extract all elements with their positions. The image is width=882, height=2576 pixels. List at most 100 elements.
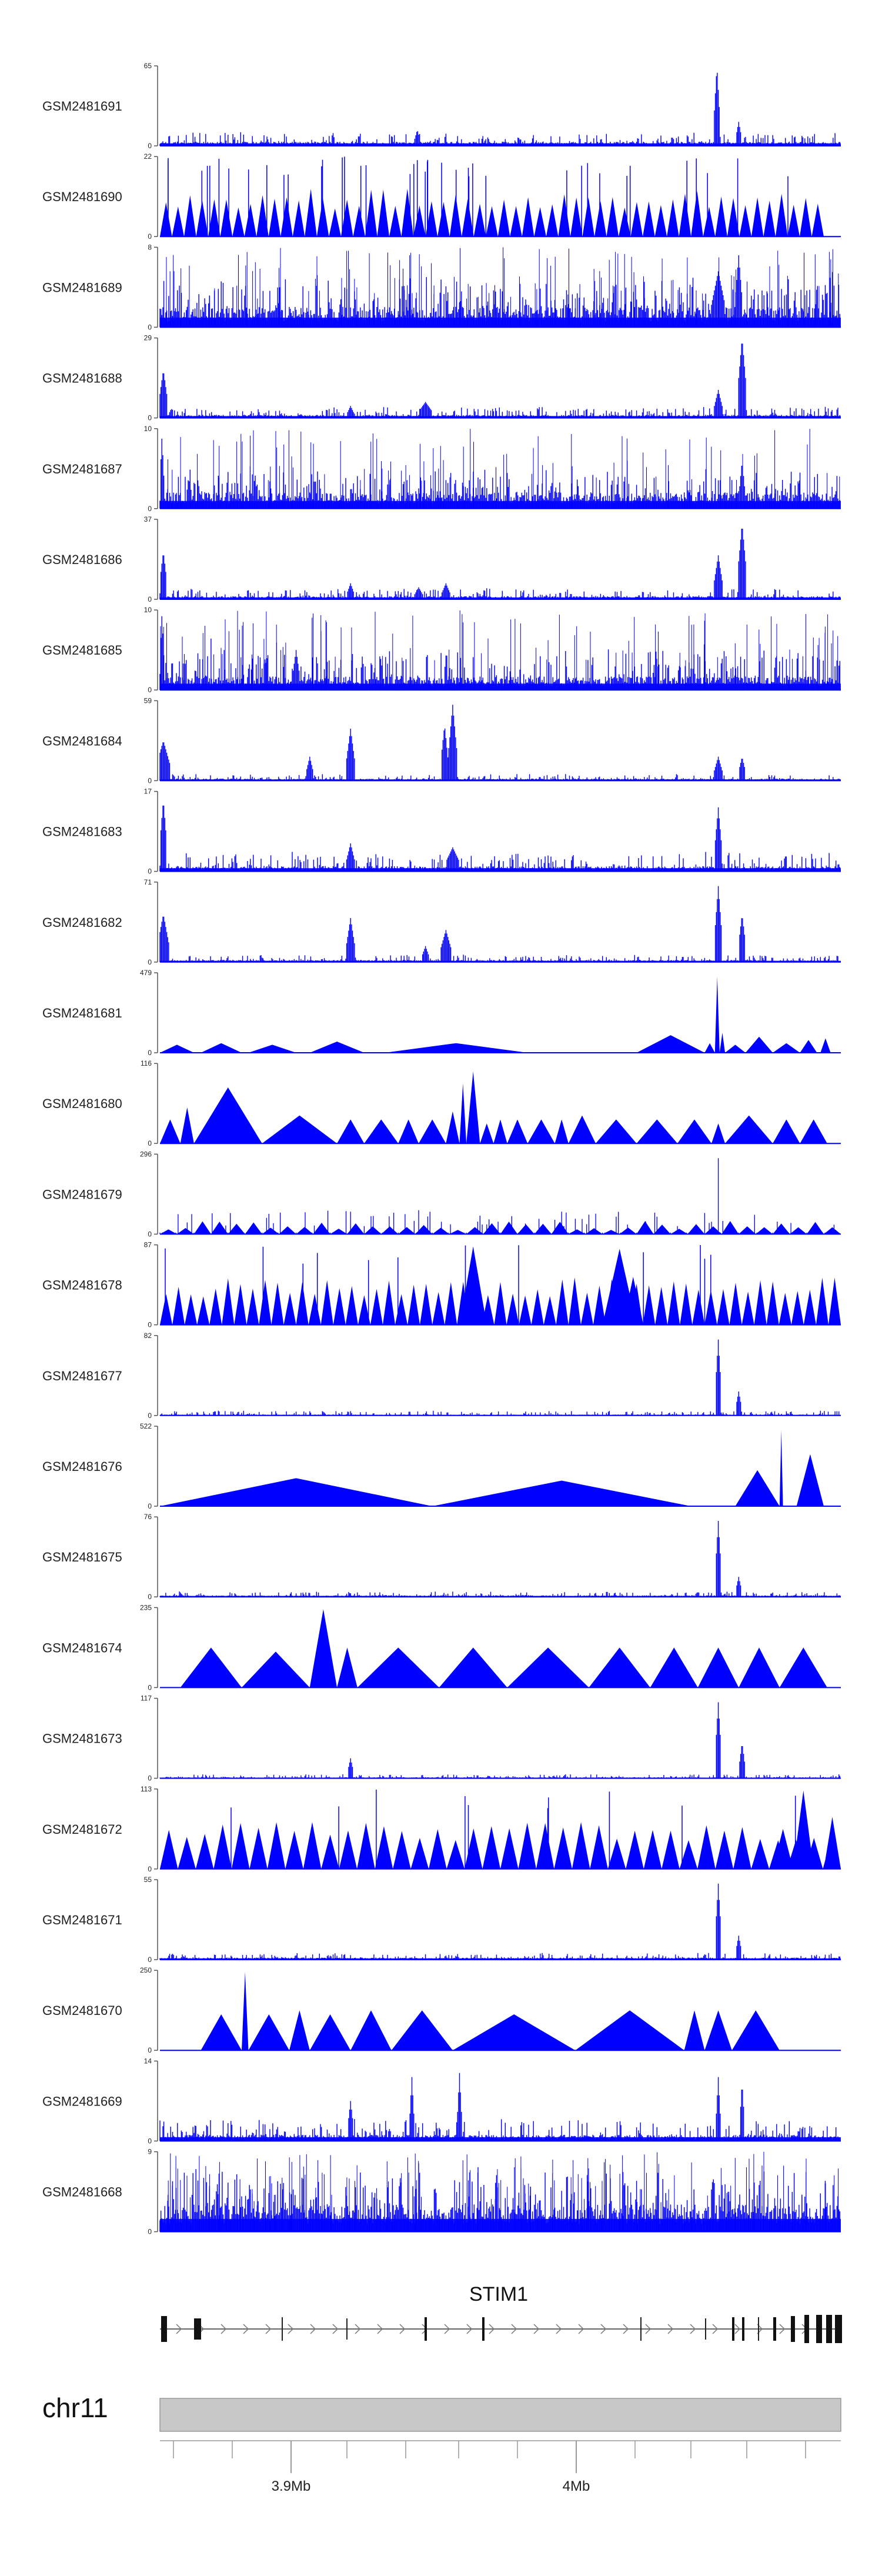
- signal-bars: [159, 1521, 840, 1597]
- y-tick-zero-label: 0: [148, 1049, 152, 1057]
- track-GSM2481676: GSM2481676 522 0: [42, 1422, 841, 1510]
- y-tick-zero-label: 0: [148, 2228, 152, 2236]
- signal-floor: [160, 779, 841, 781]
- signal: [201, 1971, 780, 2051]
- track-label: GSM2481686: [42, 552, 122, 567]
- y-tick-max-label: 22: [144, 152, 152, 161]
- signal-bars: [159, 529, 840, 599]
- track-label: GSM2481679: [42, 1187, 122, 1202]
- track-label: GSM2481681: [42, 1006, 122, 1020]
- signal-floor: [160, 143, 841, 146]
- y-tick-max-label: 9: [148, 2148, 152, 2156]
- track-GSM2481680: GSM2481680 116 0: [42, 1059, 841, 1147]
- y-tick-max-label: 8: [148, 243, 152, 251]
- signal-spikes: [165, 1245, 711, 1325]
- track-label: GSM2481684: [42, 733, 122, 748]
- y-tick-max-label: 296: [140, 1150, 152, 1158]
- track-GSM2481688: GSM2481688 29 0: [42, 334, 841, 422]
- track-label: GSM2481683: [42, 825, 122, 839]
- y-tick-max-label: 10: [144, 606, 152, 614]
- signal-bars: [159, 2073, 840, 2141]
- y-tick-zero-label: 0: [148, 1956, 152, 1964]
- y-tick-max-label: 522: [140, 1422, 152, 1430]
- track-GSM2481691: GSM2481691 65 0: [42, 62, 841, 150]
- signal-bars: [159, 805, 840, 872]
- signal-bars: [159, 1158, 839, 1234]
- signal: [159, 1883, 841, 1960]
- signal: [160, 1245, 841, 1325]
- signal: [159, 1339, 841, 1416]
- signal: [159, 2073, 841, 2141]
- chromosome-ideogram: chr11 3.9Mb 4Mb: [42, 2393, 841, 2494]
- signal: [160, 1071, 827, 1144]
- signal-floor: [160, 683, 841, 690]
- y-tick-zero-label: 0: [148, 686, 152, 694]
- y-tick-zero-label: 0: [148, 1683, 152, 1691]
- signal: [159, 1521, 841, 1597]
- signal-triangles: [160, 1071, 827, 1144]
- track-label: GSM2481674: [42, 1640, 122, 1655]
- signal: [159, 1702, 841, 1778]
- signal-triangles: [160, 976, 831, 1053]
- y-tick-max-label: 117: [141, 1694, 152, 1703]
- track-label: GSM2481675: [42, 1550, 122, 1564]
- exon: [773, 2317, 776, 2341]
- track-label: GSM2481668: [42, 2185, 122, 2200]
- chromosome-label: chr11: [42, 2393, 108, 2423]
- signal-triangles: [160, 1430, 824, 1506]
- y-tick-zero-label: 0: [148, 1593, 152, 1601]
- track-GSM2481674: GSM2481674 235 0: [42, 1603, 841, 1691]
- signal-floor: [160, 500, 841, 509]
- signal-bars: [159, 886, 840, 962]
- signal-floor: [160, 960, 841, 962]
- y-tick-max-label: 235: [140, 1603, 152, 1611]
- track-label: GSM2481676: [42, 1459, 122, 1474]
- signal-floor: [160, 1414, 841, 1416]
- track-label: GSM2481690: [42, 189, 122, 204]
- exon: [804, 2315, 809, 2343]
- signal: [159, 247, 841, 328]
- signal: [159, 72, 841, 146]
- signal-spikes: [168, 2151, 839, 2232]
- signal: [180, 1609, 827, 1688]
- strand-arrows: [176, 2324, 808, 2334]
- signal-spikes: [166, 247, 840, 328]
- track-GSM2481686: GSM2481686 37 0: [42, 515, 841, 603]
- signal-bars: [159, 705, 840, 781]
- signal-bars: [159, 1883, 840, 1960]
- signal: [160, 976, 831, 1053]
- signal: [160, 1789, 841, 1869]
- exon: [816, 2315, 822, 2343]
- y-tick-max-label: 29: [144, 334, 152, 342]
- exon: [732, 2317, 734, 2341]
- signal: [160, 156, 824, 237]
- signal-floor: [160, 318, 841, 328]
- track-GSM2481673: GSM2481673 117 0: [42, 1694, 841, 1783]
- exon: [161, 2316, 167, 2342]
- track-label: GSM2481685: [42, 643, 122, 658]
- y-tick-max-label: 82: [144, 1332, 152, 1340]
- y-tick-zero-label: 0: [148, 1139, 152, 1147]
- signal: [159, 343, 841, 418]
- track-label: GSM2481673: [42, 1731, 122, 1746]
- y-tick-max-label: 65: [144, 62, 152, 70]
- gene-label: STIM1: [469, 2283, 528, 2305]
- y-tick-zero-label: 0: [148, 1230, 152, 1238]
- exon: [835, 2315, 842, 2343]
- y-tick-zero-label: 0: [148, 142, 152, 150]
- signal-triangles: [160, 1221, 841, 1234]
- y-tick-max-label: 250: [140, 1966, 152, 1974]
- y-tick-zero-label: 0: [148, 1412, 152, 1420]
- y-tick-zero-label: 0: [148, 595, 152, 603]
- track-label: GSM2481682: [42, 915, 122, 930]
- signal-tracks: GSM2481691650GSM2481690220GSM248168980GS…: [42, 62, 841, 2236]
- y-tick-zero-label: 0: [148, 776, 152, 785]
- y-tick-zero-label: 0: [148, 1865, 152, 1873]
- y-tick-zero-label: 0: [148, 323, 152, 331]
- signal: [159, 886, 841, 962]
- track-label: GSM2481687: [42, 462, 122, 476]
- y-tick-max-label: 87: [144, 1241, 152, 1249]
- track-label: GSM2481671: [42, 1913, 122, 1927]
- y-tick-zero-label: 0: [148, 505, 152, 513]
